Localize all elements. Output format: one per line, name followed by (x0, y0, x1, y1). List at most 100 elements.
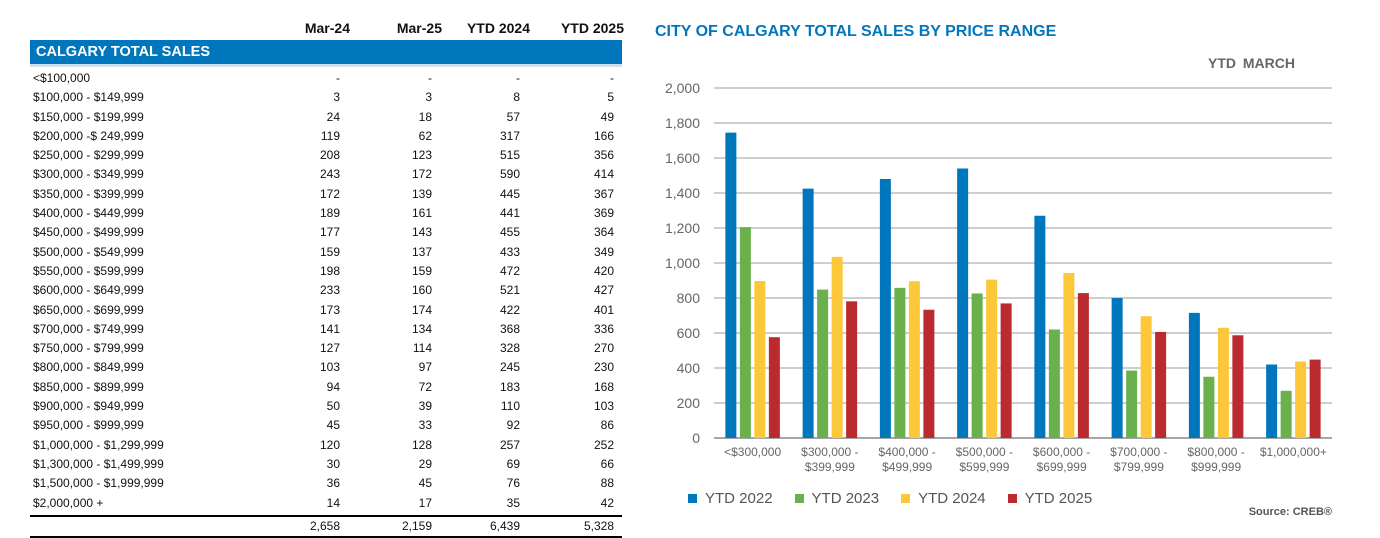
col-header: Mar-25 (396, 20, 442, 36)
bar-ytd-2024 (908, 281, 920, 438)
row-value: 161 (411, 206, 432, 221)
row-value: 336 (593, 321, 614, 336)
table-row: $300,000 - $349,999 243 172 590 414 (30, 165, 622, 184)
x-tick-label: $599,999 (959, 460, 1009, 474)
x-tick-label: $699,999 (1037, 460, 1087, 474)
bar-ytd-2025 (846, 301, 858, 438)
bar-ytd-2022 (1266, 364, 1278, 438)
bar-ytd-2024 (1063, 272, 1075, 438)
row-label: $300,000 - $349,999 (33, 167, 144, 182)
bar-ytd-2025 (1000, 303, 1012, 438)
row-value: 515 (499, 148, 520, 163)
table-row: <$100,000 - - - - (30, 69, 622, 88)
total-cell: 6,439 (489, 518, 520, 533)
bar-ytd-2025 (1077, 293, 1089, 438)
y-tick-label: 600 (677, 325, 701, 341)
legend-label: YTD 2022 (705, 490, 773, 507)
legend-label: YTD 2023 (811, 490, 880, 507)
table-row: $1,000,000 - $1,299,999 120 128 257 252 (30, 436, 622, 455)
table-row: $350,000 - $399,999 172 139 445 367 (30, 185, 622, 204)
bar-ytd-2023 (1126, 370, 1138, 438)
bar-ytd-2022 (957, 168, 969, 438)
row-value: 414 (593, 167, 614, 182)
row-value: 177 (319, 225, 340, 240)
row-label: $2,000,000 + (33, 495, 104, 510)
row-label: $550,000 - $599,999 (33, 263, 144, 278)
row-value: 174 (411, 302, 432, 317)
table-row: $2,000,000 + 14 17 35 42 (30, 494, 622, 513)
row-value: 159 (411, 263, 432, 278)
row-value: 141 (319, 321, 340, 336)
row-value: 30 (326, 456, 340, 471)
table-row: $700,000 - $749,999 141 134 368 336 (30, 320, 622, 339)
row-value: 243 (319, 167, 340, 182)
row-value: 33 (418, 418, 432, 433)
row-value: 69 (506, 456, 520, 471)
row-label: $750,000 - $799,999 (33, 341, 144, 356)
row-value: 72 (418, 379, 432, 394)
x-tick-label: $500,000 - (956, 445, 1013, 459)
row-value: 168 (593, 379, 614, 394)
legend-swatch (794, 494, 804, 503)
row-value: 88 (600, 476, 614, 491)
row-value: 270 (593, 341, 614, 356)
bar-ytd-2025 (1309, 359, 1321, 438)
row-value: - (336, 71, 340, 85)
row-value: 172 (319, 186, 340, 201)
x-tick-label: $1,000,000+ (1260, 445, 1327, 459)
row-value: 349 (593, 244, 614, 259)
bar-ytd-2022 (879, 179, 891, 438)
row-value: 252 (593, 437, 614, 452)
row-value: 35 (506, 495, 520, 510)
row-label: $600,000 - $649,999 (33, 283, 144, 298)
row-value: 45 (418, 476, 432, 491)
row-value: 120 (319, 437, 340, 452)
table-row: $800,000 - $849,999 103 97 245 230 (30, 358, 622, 377)
table-row: $100,000 - $149,999 3 3 8 5 (30, 88, 622, 107)
row-value: 62 (418, 128, 432, 143)
row-value: 103 (319, 360, 340, 375)
row-value: 3 (425, 90, 432, 105)
bar-ytd-2024 (1140, 316, 1152, 438)
row-value: 17 (418, 495, 432, 510)
row-value: 42 (600, 495, 614, 510)
legend-item: YTD 2023 (794, 490, 880, 507)
row-value: 455 (499, 225, 520, 240)
x-tick-label: $799,999 (1114, 460, 1164, 474)
row-label: $800,000 - $849,999 (33, 360, 144, 375)
col-header: YTD 2024 (466, 20, 530, 36)
bar-ytd-2022 (725, 132, 737, 438)
row-value: 123 (411, 148, 432, 163)
total-cell: 2,159 (401, 518, 432, 533)
x-tick-label: $999,999 (1191, 460, 1241, 474)
row-value: 189 (319, 206, 340, 221)
row-value: 367 (593, 186, 614, 201)
legend-item: YTD 2025 (1007, 490, 1092, 507)
row-label: $350,000 - $399,999 (33, 186, 144, 201)
bar-ytd-2024 (1217, 327, 1229, 438)
y-tick-label: 1,200 (665, 220, 700, 236)
row-value: 433 (499, 244, 520, 259)
row-value: 139 (411, 186, 432, 201)
row-value: 39 (418, 399, 432, 414)
table-row: $650,000 - $699,999 173 174 422 401 (30, 301, 622, 320)
table-row: $500,000 - $549,999 159 137 433 349 (30, 243, 622, 262)
row-value: - (610, 71, 614, 85)
chart-legend: YTD 2022 YTD 2023 YTD 2024 YTD 2025 (688, 490, 1092, 507)
col-header: Mar-24 (304, 20, 350, 36)
bar-ytd-2023 (894, 287, 906, 438)
row-value: 422 (499, 302, 520, 317)
y-tick-label: 1,800 (665, 115, 700, 131)
table-row: $1,500,000 - $1,999,999 36 45 76 88 (30, 474, 622, 493)
bar-ytd-2024 (1295, 361, 1307, 438)
bar-ytd-2022 (802, 188, 814, 438)
row-value: 92 (506, 418, 520, 433)
bar-ytd-2025 (768, 337, 780, 438)
row-value: 445 (499, 186, 520, 201)
row-value: 86 (600, 418, 614, 433)
legend-swatch (901, 494, 911, 503)
row-label: $200,000 -$ 249,999 (33, 128, 144, 143)
table-row: $200,000 -$ 249,999 119 62 317 166 (30, 127, 622, 146)
legend-item: YTD 2024 (901, 490, 986, 507)
row-value: 590 (499, 167, 520, 182)
